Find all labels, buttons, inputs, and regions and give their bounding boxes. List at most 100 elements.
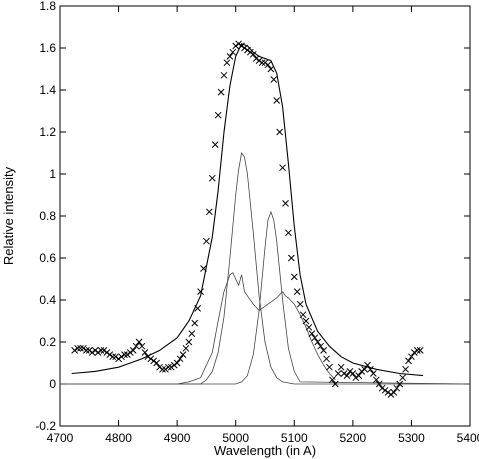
- data-point: [179, 351, 187, 358]
- y-tick-label: 0.6: [39, 251, 56, 265]
- data-point: [80, 344, 87, 352]
- y-tick-label: 1: [49, 167, 56, 181]
- data-point: [132, 342, 140, 350]
- data-point: [416, 347, 424, 354]
- data-point: [191, 319, 199, 327]
- data-point: [378, 384, 386, 392]
- data-point: [226, 53, 234, 60]
- x-tick-label: 5000: [222, 431, 249, 445]
- data-point: [355, 372, 363, 379]
- data-point: [167, 363, 175, 371]
- data-point: [208, 174, 216, 182]
- data-point: [352, 374, 360, 382]
- y-tick-label: 1.2: [39, 125, 56, 139]
- data-point: [255, 57, 263, 64]
- axis-tick-labels: 4700 4800 4900 5000 5100 5200 5300 5400 -0.2 0 0.2…: [35, 0, 479, 445]
- data-point: [308, 330, 316, 337]
- data-point: [249, 50, 257, 58]
- data-point: [223, 59, 231, 67]
- data-point: [156, 363, 163, 371]
- y-tick-label: 0.4: [39, 293, 56, 307]
- data-point: [194, 305, 201, 312]
- data-point: [220, 71, 228, 79]
- data-point: [270, 76, 278, 83]
- data-point: [399, 374, 406, 382]
- data-point: [387, 391, 395, 398]
- data-point: [402, 365, 409, 373]
- data-point: [413, 347, 421, 354]
- data-point: [109, 353, 117, 361]
- data-point: [258, 59, 266, 67]
- data-point: [329, 376, 336, 384]
- data-point: [349, 370, 357, 377]
- data-point: [214, 111, 222, 119]
- data-point: [173, 359, 181, 367]
- data-point: [147, 355, 155, 363]
- data-point: [121, 351, 128, 358]
- data-point: [203, 237, 210, 245]
- data-point: [282, 200, 289, 207]
- data-point: [100, 347, 108, 354]
- data-point: [129, 347, 137, 354]
- series-lines: [60, 43, 471, 385]
- data-point: [200, 265, 207, 272]
- data-point: [405, 357, 412, 365]
- data-point: [411, 349, 418, 356]
- data-point: [331, 380, 339, 388]
- data-point: [320, 347, 327, 354]
- data-point: [372, 376, 380, 384]
- data-point: [296, 300, 304, 308]
- data-point: [390, 389, 398, 396]
- data-point: [381, 386, 389, 394]
- data-point: [138, 342, 146, 350]
- data-point: [247, 48, 254, 56]
- data-point: [229, 48, 237, 56]
- data-point: [126, 349, 134, 356]
- series-4-line: [177, 272, 336, 385]
- data-point: [393, 384, 401, 392]
- data-point: [396, 380, 404, 388]
- data-point: [340, 370, 348, 377]
- data-point: [182, 344, 190, 352]
- data-point: [124, 351, 131, 358]
- data-point: [326, 363, 333, 371]
- plot-frame: [59, 5, 471, 427]
- data-point: [188, 330, 196, 337]
- data-point: [334, 370, 342, 377]
- data-point: [83, 347, 90, 354]
- data-point: [115, 355, 122, 363]
- x-tick-label: 5400: [457, 431, 479, 445]
- axis-ticks: [59, 5, 471, 427]
- data-markers: [71, 40, 424, 398]
- x-tick-label: 4800: [105, 431, 132, 445]
- data-point: [314, 338, 322, 346]
- data-point: [176, 355, 184, 363]
- x-tick-label: 4900: [164, 431, 191, 445]
- data-point: [267, 65, 275, 73]
- data-point: [302, 317, 310, 325]
- data-point: [285, 229, 292, 237]
- data-point: [299, 311, 307, 319]
- y-tick-label: 0: [49, 377, 56, 391]
- data-point: [238, 42, 245, 50]
- data-point: [384, 389, 392, 396]
- data-point: [261, 59, 269, 67]
- data-point: [106, 351, 114, 358]
- data-point: [317, 342, 324, 350]
- data-point: [211, 141, 219, 148]
- data-point: [311, 334, 319, 342]
- data-point: [94, 349, 102, 356]
- data-point: [88, 349, 96, 356]
- x-tick-label: 5200: [340, 431, 367, 445]
- data-point: [112, 353, 119, 361]
- data-point: [361, 365, 368, 373]
- data-point: [364, 361, 371, 369]
- data-point: [97, 347, 105, 354]
- data-point: [144, 353, 152, 361]
- y-tick-label: 1.4: [39, 83, 56, 97]
- data-point: [197, 288, 204, 295]
- y-tick-label: 0.8: [39, 209, 56, 223]
- data-point: [206, 208, 213, 216]
- data-point: [408, 353, 415, 361]
- data-point: [273, 97, 281, 104]
